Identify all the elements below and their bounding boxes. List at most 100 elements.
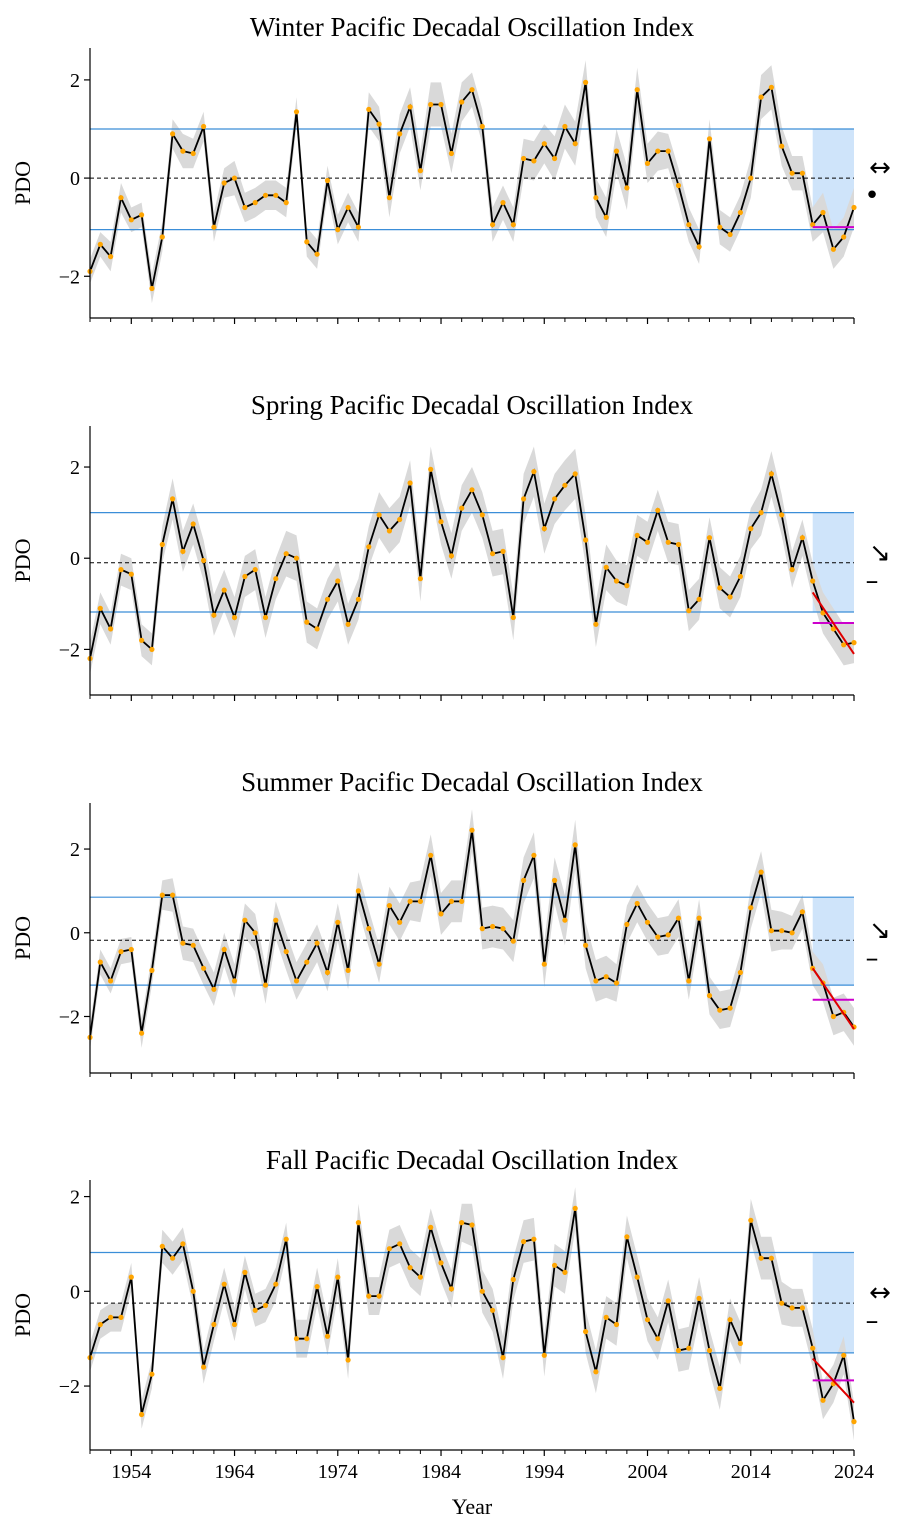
data-point — [541, 141, 547, 147]
data-point — [583, 537, 589, 543]
data-point — [139, 1411, 145, 1418]
data-point — [655, 507, 661, 513]
data-point — [531, 158, 537, 164]
data-point — [572, 471, 578, 477]
data-point — [108, 1314, 114, 1320]
y-tick-label: 2 — [70, 70, 80, 92]
data-point — [438, 519, 444, 525]
data-point — [397, 1241, 403, 1247]
data-point — [397, 516, 403, 523]
data-point — [231, 1321, 238, 1328]
data-point — [180, 148, 186, 154]
data-point — [201, 123, 207, 130]
data-point — [211, 1321, 217, 1328]
data-point — [376, 512, 382, 518]
panel-2: Summer Pacific Decadal Oscillation Index… — [10, 767, 891, 1079]
data-point — [593, 1369, 599, 1375]
data-point — [252, 567, 258, 573]
data-point — [170, 1255, 176, 1261]
y-tick-label: −2 — [59, 1006, 80, 1028]
data-point — [717, 585, 723, 591]
x-tick-label: 1994 — [524, 1461, 564, 1483]
data-point — [180, 940, 186, 946]
data-point — [459, 898, 465, 905]
data-point — [469, 1222, 475, 1228]
data-point — [159, 541, 165, 548]
data-point — [644, 160, 651, 166]
data-point — [655, 148, 661, 154]
data-point — [128, 946, 134, 953]
data-point — [841, 642, 847, 648]
data-point — [696, 596, 702, 602]
data-point — [469, 827, 475, 833]
panel-title: Summer Pacific Decadal Oscillation Index — [241, 767, 703, 797]
data-point — [180, 548, 186, 555]
data-point — [593, 195, 599, 201]
data-point — [490, 222, 496, 228]
data-point — [428, 1224, 434, 1230]
y-axis-label: PDO — [10, 538, 35, 582]
data-point — [768, 471, 775, 477]
data-point — [252, 930, 258, 936]
data-point — [603, 214, 609, 220]
data-point — [634, 532, 640, 539]
data-point — [603, 564, 609, 570]
data-point — [428, 466, 434, 472]
x-tick-label: 2014 — [731, 1461, 771, 1483]
data-point — [459, 99, 465, 105]
data-point — [211, 224, 217, 230]
data-point — [810, 1345, 816, 1351]
data-point — [510, 1276, 516, 1283]
data-point — [283, 551, 289, 557]
data-point — [314, 1284, 320, 1290]
data-point — [510, 614, 516, 621]
data-point — [170, 496, 176, 502]
mean-indicator-icon: – — [866, 943, 879, 973]
data-point — [149, 967, 155, 974]
data-point — [428, 101, 434, 108]
data-point — [768, 1255, 775, 1261]
data-point — [314, 251, 320, 257]
data-point — [335, 578, 341, 584]
data-point — [293, 978, 300, 984]
data-point — [128, 571, 134, 577]
data-point — [500, 548, 506, 555]
data-point — [231, 614, 238, 621]
panel-title: Winter Pacific Decadal Oscillation Index — [250, 12, 695, 42]
data-point — [593, 621, 599, 627]
data-point — [675, 541, 682, 548]
y-tick-label: 0 — [70, 923, 80, 945]
data-point — [283, 1236, 289, 1242]
data-point — [211, 986, 217, 992]
y-tick-label: −2 — [59, 1376, 80, 1398]
data-point — [201, 1364, 207, 1370]
data-point — [118, 949, 124, 955]
data-point — [593, 978, 599, 984]
data-point — [283, 200, 289, 206]
data-point — [108, 978, 114, 984]
data-point — [737, 573, 744, 580]
data-point — [552, 1262, 558, 1268]
data-point — [696, 1295, 702, 1301]
data-point — [531, 469, 537, 475]
data-point — [644, 539, 651, 545]
uncertainty-band — [90, 809, 854, 1050]
data-point — [789, 170, 795, 176]
data-point — [737, 209, 744, 216]
data-point — [345, 204, 351, 211]
data-point — [201, 557, 207, 564]
data-point — [273, 1281, 279, 1287]
data-point — [500, 1355, 506, 1361]
data-point — [675, 915, 682, 921]
x-axis-label: Year — [452, 1494, 493, 1519]
data-point — [438, 1260, 444, 1266]
data-point — [293, 109, 300, 115]
data-point — [706, 535, 713, 541]
data-point — [768, 928, 775, 934]
data-point — [355, 1220, 361, 1226]
data-point — [118, 567, 124, 573]
data-point — [283, 949, 289, 955]
data-point — [624, 583, 630, 589]
data-point — [314, 626, 320, 632]
data-point — [355, 224, 361, 230]
